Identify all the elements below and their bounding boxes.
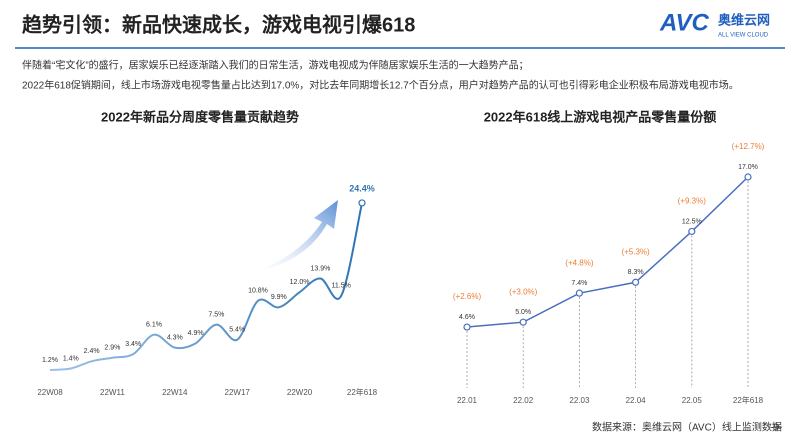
title: 趋势引领：新品快速成长，游戏电视引爆618 xyxy=(22,12,415,36)
value-label: 7.4% xyxy=(571,280,587,287)
value-label: 1.2% xyxy=(42,357,58,364)
point xyxy=(358,199,366,207)
value-label: 11.5% xyxy=(332,283,351,290)
x-tick-label: 22W11 xyxy=(100,388,125,397)
x-tick-label: 22.03 xyxy=(569,396,590,405)
paragraph: 2022年618促销期间，线上市场游戏电视零售量占比达到17.0%，对比去年同期… xyxy=(22,79,739,92)
x-tick-label: 22.04 xyxy=(626,396,647,405)
x-tick-label: 22W17 xyxy=(225,388,251,397)
charts: 2022年新品分周度零售量贡献趋势 22W08 22W11 22W14 22W17 22W… xyxy=(37,109,764,405)
value-label: 7.5% xyxy=(208,311,224,318)
value-label: 4.6% xyxy=(459,314,475,321)
value-label: 1.4% xyxy=(63,355,79,362)
point xyxy=(631,278,640,286)
annotation: (+5.3%) xyxy=(621,247,650,256)
value-label: 10.8% xyxy=(248,288,268,295)
value-label: 13.9% xyxy=(310,265,330,272)
annotation: (+4.8%) xyxy=(565,258,594,267)
value-label: 3.4% xyxy=(125,341,141,348)
value-label: 4.3% xyxy=(167,334,183,341)
value-label: 24.4% xyxy=(349,183,375,193)
annotation: (+9.3%) xyxy=(678,197,707,206)
value-label: 4.9% xyxy=(188,330,204,337)
x-tick-label: 22年618 xyxy=(733,395,764,405)
line xyxy=(466,176,749,328)
x-tick-label: 22.05 xyxy=(682,396,703,405)
x-tick-label: 22W14 xyxy=(162,388,188,397)
line xyxy=(49,202,363,371)
paragraph: 伴随着“宅文化”的盛行，居家娱乐已经逐渐踏入我们的日常生活，游戏电视成为伴随居家… xyxy=(22,59,529,72)
x-tick-label: 22.01 xyxy=(457,396,478,405)
value-label: 17.0% xyxy=(738,164,758,171)
value-label: 5.0% xyxy=(515,309,531,316)
point xyxy=(688,227,696,236)
x-tick-label: 22年618 xyxy=(347,387,378,397)
source: 数据来源：奥维云网（AVC）线上监测数据 xyxy=(592,421,782,434)
x-tick-label: 22W08 xyxy=(37,388,63,397)
annotation: (+3.0%) xyxy=(509,287,538,296)
value-label: 9.9% xyxy=(271,294,287,301)
value-label: 8.3% xyxy=(628,269,644,276)
chart-title: 2022年618线上游戏电视产品零售量份额 xyxy=(484,109,717,124)
value-label: 6.1% xyxy=(146,322,162,329)
logo: AVC xyxy=(659,9,710,36)
point xyxy=(744,173,752,181)
value-label: 2.9% xyxy=(104,345,120,352)
logo-en: ALL VIEW CLOUD xyxy=(718,33,769,39)
annotation: (+12.7%) xyxy=(732,142,765,151)
annotation: (+2.6%) xyxy=(453,292,482,301)
x-tick-label: 22W20 xyxy=(287,388,313,397)
value-label: 5.4% xyxy=(229,327,245,334)
value-label: 12.0% xyxy=(290,279,310,286)
trend-arrow xyxy=(255,200,338,272)
chart-title: 2022年新品分周度零售量贡献趋势 xyxy=(101,109,299,124)
logo-cn: 奥维云网 xyxy=(718,12,770,27)
point xyxy=(463,323,471,331)
value-label: 2.4% xyxy=(84,348,100,355)
point xyxy=(519,318,527,326)
x-tick-label: 22.02 xyxy=(513,396,534,405)
page-number: -9- xyxy=(770,423,782,434)
value-label: 12.5% xyxy=(682,218,702,225)
point xyxy=(575,289,584,297)
